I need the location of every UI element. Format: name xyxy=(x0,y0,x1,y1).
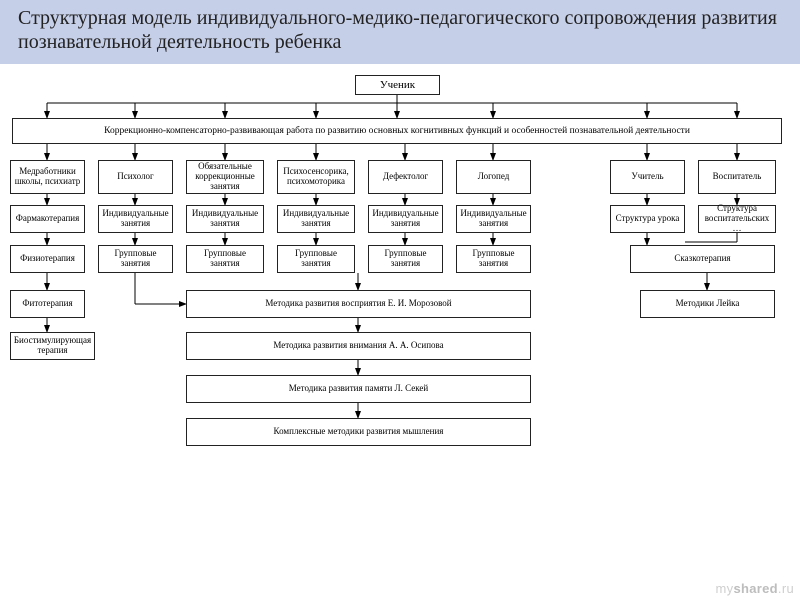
node-c3: Обязательные коррекционные занятия xyxy=(186,160,264,194)
node-r1c: Фитотерапия xyxy=(10,290,85,318)
node-r2a: Индивидуальные занятия xyxy=(98,205,173,233)
node-c1: Медработники школы, психиатр xyxy=(10,160,85,194)
node-r8a: Структура воспитательских … xyxy=(698,205,776,233)
node-r4a: Индивидуальные занятия xyxy=(277,205,355,233)
watermark-suf: .ru xyxy=(778,581,794,596)
node-r1b: Физиотерапия xyxy=(10,245,85,273)
node-c7: Учитель xyxy=(610,160,685,194)
watermark-pre: my xyxy=(716,581,734,596)
page-title: Структурная модель индивидуального-медик… xyxy=(0,0,800,64)
node-r7a: Структура урока xyxy=(610,205,685,233)
watermark: myshared.ru xyxy=(716,581,794,596)
node-r1d: Биостимулирующая терапия xyxy=(10,332,95,360)
node-m1: Методика развития восприятия Е. И. Мороз… xyxy=(186,290,531,318)
node-r4b: Групповые занятия xyxy=(277,245,355,273)
node-r3a: Индивидуальные занятия xyxy=(186,205,264,233)
node-c4: Психосенсорика, психомоторика xyxy=(277,160,355,194)
node-m3: Методика развития памяти Л. Секей xyxy=(186,375,531,403)
node-m4: Комплексные методики развития мышления xyxy=(186,418,531,446)
node-r5b: Групповые занятия xyxy=(368,245,443,273)
watermark-mid: shared xyxy=(733,581,777,596)
node-main: Коррекционно-компенсаторно-развивающая р… xyxy=(12,118,782,144)
node-c5: Дефектолог xyxy=(368,160,443,194)
node-c8: Воспитатель xyxy=(698,160,776,194)
node-c2: Психолог xyxy=(98,160,173,194)
node-m2: Методика развития внимания А. А. Осипова xyxy=(186,332,531,360)
node-r2b: Групповые занятия xyxy=(98,245,173,273)
node-r6a: Индивидуальные занятия xyxy=(456,205,531,233)
node-r1a: Фармакотерапия xyxy=(10,205,85,233)
node-r3b: Групповые занятия xyxy=(186,245,264,273)
node-r7b: Сказкотерапия xyxy=(630,245,775,273)
node-m-leika: Методики Лейка xyxy=(640,290,775,318)
node-r5a: Индивидуальные занятия xyxy=(368,205,443,233)
node-c6: Логопед xyxy=(456,160,531,194)
node-student: Ученик xyxy=(355,75,440,95)
diagram-canvas: Ученик Коррекционно-компенсаторно-развив… xyxy=(0,70,800,600)
node-r6b: Групповые занятия xyxy=(456,245,531,273)
